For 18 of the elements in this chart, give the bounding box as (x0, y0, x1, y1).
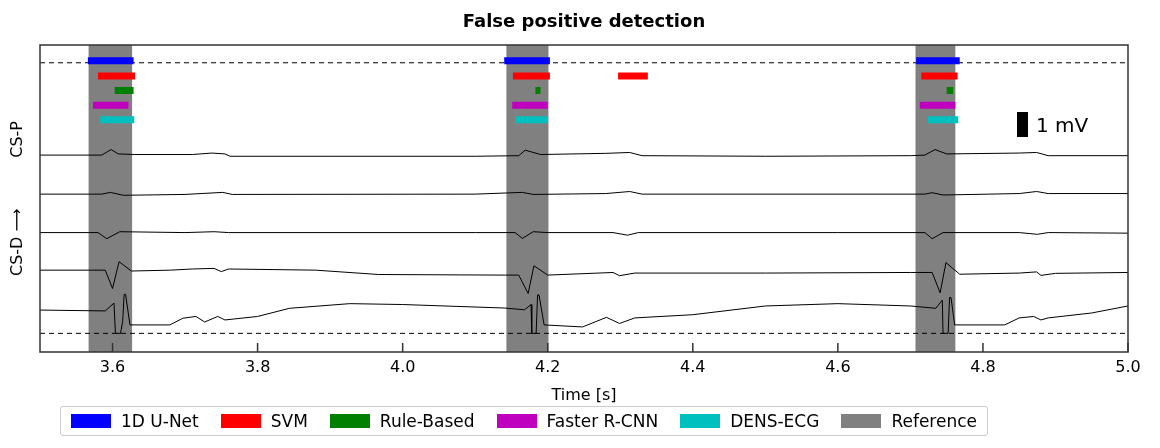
chart-title: False positive detection (462, 9, 706, 31)
x-tick-label: 4.4 (680, 356, 706, 376)
legend-label: 1D U-Net (121, 411, 199, 431)
x-tick-label: 5.0 (1115, 356, 1141, 376)
x-tick-label: 4.6 (825, 356, 851, 376)
y-axis-title: CS-D ⟶ CS-P (6, 120, 26, 277)
legend-label: DENS-ECG (730, 411, 820, 431)
x-tick-label: 3.8 (244, 356, 271, 376)
x-tick-label: 4.8 (970, 356, 996, 376)
legend-label: Faster R-CNN (546, 411, 659, 431)
legend-label: SVM (270, 411, 308, 431)
x-tick-label: 4.2 (535, 356, 561, 376)
annotation: 1 mV (1036, 112, 1089, 137)
legend-label: Reference (891, 411, 978, 431)
x-axis-title: Time [s] (550, 384, 617, 404)
legend-label: Rule-Based (379, 411, 475, 431)
x-tick-label: 3.6 (99, 356, 126, 376)
x-tick-label: 4.0 (389, 356, 416, 376)
